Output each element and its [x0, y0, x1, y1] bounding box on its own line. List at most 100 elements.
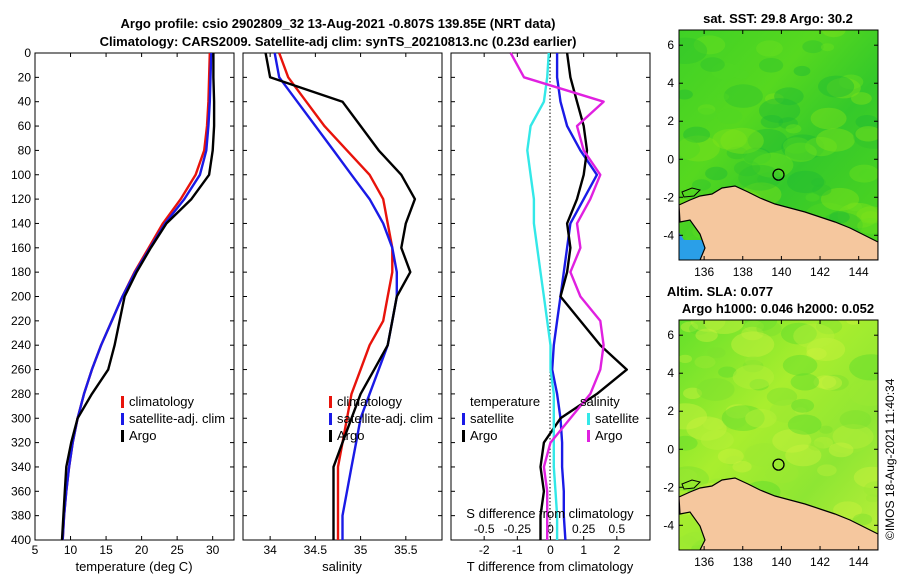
salinity-axes-box — [243, 53, 442, 540]
sst-map-panel: sat. SST: 29.8 Argo: 30.2 136 138 140 142 14… — [663, 11, 894, 279]
map-y-tick-label: -2 — [663, 190, 674, 204]
map-x-tick-label: 140 — [771, 555, 791, 569]
map-x-tick-label: 144 — [849, 555, 869, 569]
y-tick-label: 80 — [18, 143, 32, 157]
texture-blob — [695, 329, 717, 342]
y-tick-label: 100 — [11, 168, 31, 182]
texture-blob — [808, 441, 824, 450]
texture-blob — [829, 443, 854, 458]
x-tick-label: 25 — [170, 543, 184, 557]
texture-blob — [724, 84, 763, 108]
map-y-tick-label: 0 — [667, 152, 674, 166]
map-y-tick-label: 6 — [667, 38, 674, 52]
y-tick-label: 300 — [11, 411, 31, 425]
s-tick-label: 0.5 — [608, 522, 625, 536]
map-y-tick-label: -4 — [663, 228, 674, 242]
x-tick-label: 0 — [547, 543, 554, 557]
texture-blob — [787, 171, 824, 193]
legend-swatch-t-satellite — [462, 413, 465, 425]
texture-blob — [745, 409, 777, 428]
sla-map-panel: Altim. SLA: 0.077 Argo h1000: 0.046 h200… — [663, 284, 892, 569]
x-tick-label: 15 — [99, 543, 113, 557]
x-tick-label: 35.5 — [394, 543, 418, 557]
legend-label-s-satellite: satellite — [595, 411, 639, 426]
texture-blob — [701, 430, 734, 450]
legend-swatch-satellite — [121, 413, 124, 425]
texture-blob — [695, 356, 716, 369]
texture-blob — [733, 365, 774, 390]
x-tick-label: 2 — [613, 543, 620, 557]
texture-blob — [849, 354, 893, 380]
map-x-tick-label: 136 — [694, 555, 714, 569]
texture-blob — [745, 356, 762, 366]
legend-label-climatology: climatology — [337, 394, 403, 409]
legend-swatch-climatology — [329, 396, 332, 408]
legend-label-climatology: climatology — [129, 394, 195, 409]
s-tick-label: -0.25 — [504, 522, 532, 536]
x-tick-label: 20 — [135, 543, 149, 557]
texture-blob — [783, 137, 810, 153]
y-tick-label: 160 — [11, 241, 31, 255]
map-x-tick-label: 142 — [810, 555, 830, 569]
map-x-tick-label: 142 — [810, 265, 830, 279]
texture-blob — [821, 43, 834, 51]
legend-header-salinity: salinity — [580, 394, 620, 409]
map-x-tick-label: 138 — [733, 555, 753, 569]
texture-blob — [818, 76, 854, 98]
texture-blob — [816, 128, 855, 151]
x-tick-label: 5 — [32, 543, 39, 557]
texture-blob — [851, 92, 872, 105]
map-x-tick-label: 140 — [771, 265, 791, 279]
sla-map-title-1: Altim. SLA: 0.077 — [667, 284, 773, 299]
y-tick-label: 20 — [18, 70, 32, 84]
texture-blob — [786, 124, 802, 133]
map-x-tick-label: 144 — [849, 265, 869, 279]
figure: Argo profile: csio 2902809_32 13-Aug-202… — [0, 0, 900, 580]
legend-swatch-climatology — [121, 396, 124, 408]
sla-map-title-2: Argo h1000: 0.046 h2000: 0.052 — [682, 301, 874, 316]
title-line-1: Argo profile: csio 2902809_32 13-Aug-202… — [121, 16, 556, 31]
texture-blob — [678, 355, 692, 363]
texture-blob — [857, 218, 883, 234]
texture-blob — [759, 58, 783, 73]
y-tick-label: 0 — [24, 46, 31, 60]
temperature-panel: 0 20 40 60 80 100 120 140 160 180 200 220 240 260 280 3… — [11, 46, 234, 574]
y-tick-label: 340 — [11, 460, 31, 474]
map-y-tick-label: 2 — [667, 114, 674, 128]
legend-label-argo: Argo — [337, 428, 364, 443]
x-tick-label: 1 — [580, 543, 587, 557]
y-tick-label: 280 — [11, 387, 31, 401]
y-tick-label: 40 — [18, 95, 32, 109]
texture-blob — [794, 66, 811, 76]
texture-blob — [734, 70, 749, 79]
texture-blob — [717, 109, 742, 124]
salinity-xlabel: salinity — [322, 559, 362, 574]
map-y-tick-label: -2 — [663, 480, 674, 494]
legend-header-temperature: temperature — [470, 394, 540, 409]
texture-blob — [697, 378, 735, 401]
y-tick-label: 140 — [11, 216, 31, 230]
texture-blob — [716, 93, 729, 101]
legend-swatch-s-satellite — [587, 413, 590, 425]
y-tick-label: 380 — [11, 509, 31, 523]
legend-label-t-argo: Argo — [470, 428, 497, 443]
difference-panel: -2 -1 0 1 2 -0.5 -0.25 0 0.25 0.5 S difference f… — [451, 53, 650, 574]
x-tick-label: 10 — [64, 543, 78, 557]
map-x-tick-label: 138 — [733, 265, 753, 279]
title-line-2: Climatology: CARS2009. Satellite-adj cli… — [100, 34, 577, 49]
temperature-axes-box — [35, 53, 234, 540]
legend-label-satellite: satellite-adj. clim — [337, 411, 433, 426]
legend-label-satellite: satellite-adj. clim — [129, 411, 225, 426]
texture-blob — [705, 167, 727, 180]
y-tick-label: 220 — [11, 314, 31, 328]
texture-blob — [805, 193, 819, 201]
y-tick-label: 320 — [11, 436, 31, 450]
texture-blob — [811, 108, 847, 130]
texture-blob — [793, 324, 834, 349]
texture-blob — [765, 463, 799, 483]
x-tick-label: -1 — [512, 543, 523, 557]
texture-blob — [696, 108, 717, 121]
texture-blob — [802, 40, 823, 53]
x-tick-label: 35 — [354, 543, 368, 557]
texture-blob — [788, 415, 822, 435]
